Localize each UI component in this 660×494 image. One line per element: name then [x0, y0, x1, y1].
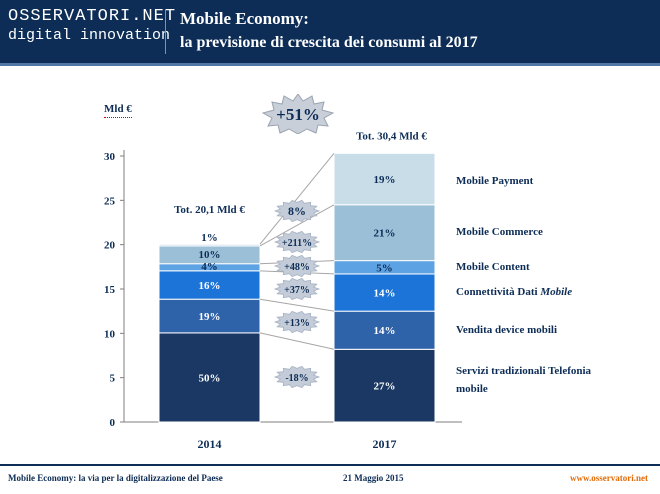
footer-divider: [0, 464, 660, 466]
growth-label: +48%: [284, 262, 310, 273]
data-label: 4%: [201, 261, 218, 273]
growth-starburst: [273, 365, 321, 389]
y-axis-unit-label: Mld €: [104, 103, 132, 115]
y-tick-label: 30: [104, 151, 116, 163]
data-label: 27%: [374, 381, 396, 393]
legend-label: Connettività Dati Mobile: [456, 286, 572, 298]
y-tick-label: 10: [104, 328, 116, 340]
data-label: 19%: [199, 311, 221, 323]
y-tick-label: 20: [104, 240, 116, 252]
data-label: 21%: [374, 228, 396, 240]
page-title: Mobile Economy:: [180, 9, 309, 28]
data-label: 14%: [374, 288, 396, 300]
data-label: 50%: [199, 372, 221, 384]
growth-label: +37%: [284, 285, 310, 296]
logo-tagline: digital innovation: [8, 27, 171, 44]
connector-line: [259, 204, 335, 247]
growth-badge-text: +51%: [276, 105, 320, 124]
data-label: 16%: [199, 280, 221, 292]
x-tick-label: 2014: [198, 437, 222, 451]
header-banner: OSSERVATORI.NET digital innovation Mobil…: [0, 0, 660, 63]
growth-label: +13%: [284, 318, 310, 329]
bar-segment: [333, 310, 436, 350]
bar-segment: [333, 204, 436, 262]
growth-starburst: [273, 277, 321, 301]
footer-url[interactable]: www.osservatori.net: [570, 473, 648, 483]
growth-starburst: [273, 199, 321, 223]
header-divider: [165, 10, 166, 54]
data-label: 19%: [374, 174, 396, 186]
growth-label: -18%: [285, 373, 308, 384]
bar-segment: [158, 243, 261, 247]
growth-label: +211%: [282, 238, 312, 249]
legend-label: mobile: [456, 383, 488, 395]
legend-label: Servizi tradizionali Telefonia: [456, 365, 592, 377]
legend-label: Mobile Commerce: [456, 226, 543, 238]
footer-caption: Mobile Economy: la via per la digitalizz…: [8, 473, 223, 483]
legend-label: Mobile Payment: [456, 175, 534, 187]
growth-badge-shape: +51%: [262, 94, 334, 134]
data-label: 10%: [199, 249, 221, 261]
legend-label: Vendita device mobili: [456, 324, 557, 336]
growth-badge: +51%: [262, 94, 334, 134]
growth-label: 8%: [288, 204, 306, 218]
data-label: 14%: [374, 325, 396, 337]
y-tick-label: 0: [110, 417, 116, 429]
x-tick-label: 2017: [373, 437, 397, 451]
growth-starburst: [273, 230, 321, 254]
logo-wordmark: OSSERVATORI.NET: [8, 7, 177, 26]
total-label: Tot. 30,4 Mld €: [356, 130, 427, 142]
connector-line: [259, 298, 335, 312]
growth-starburst: [273, 254, 321, 278]
growth-starburst: [273, 310, 321, 334]
data-label: 5%: [376, 262, 393, 274]
footer-date: 21 Maggio 2015: [343, 473, 404, 483]
connector-line: [259, 153, 335, 245]
connector-line: [259, 332, 335, 350]
header-accent-line: [0, 63, 660, 66]
bar-segment: [333, 273, 436, 312]
page-subtitle: la previsione di crescita dei consumi al…: [180, 34, 478, 51]
legend-label: Mobile Content: [456, 261, 530, 273]
bar-segment: [333, 152, 436, 206]
y-tick-label: 25: [104, 195, 116, 207]
total-label: Tot. 20,1 Mld €: [174, 204, 245, 216]
bar-segment: [158, 332, 261, 423]
y-tick-label: 5: [110, 373, 116, 385]
data-label: 1%: [201, 232, 218, 244]
y-tick-label: 15: [104, 284, 116, 296]
spellcheck-underline: [104, 116, 132, 118]
